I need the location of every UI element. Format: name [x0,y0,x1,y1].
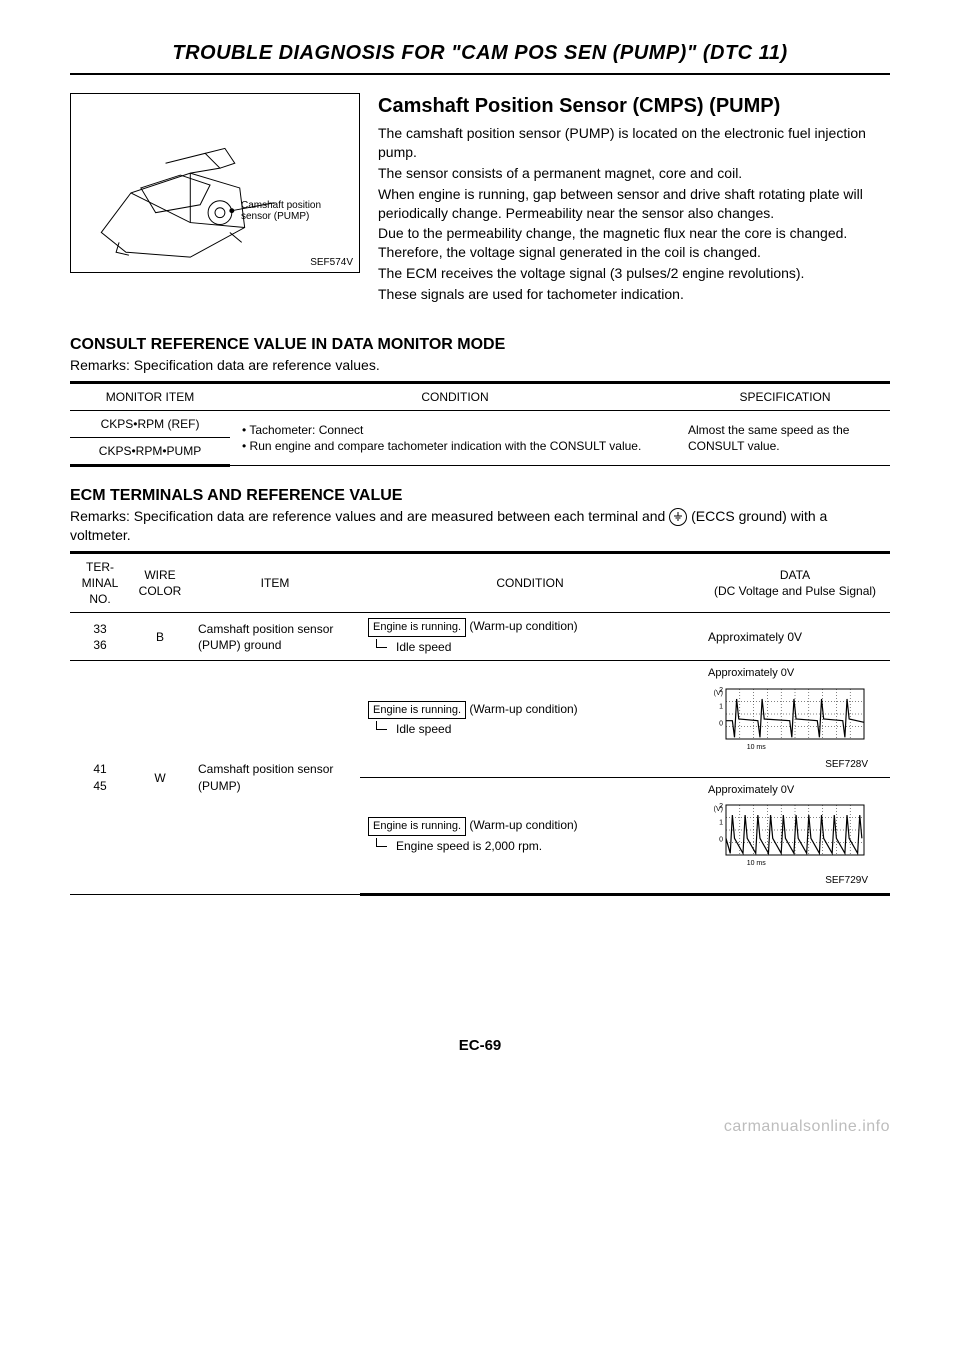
wave-a-code: SEF728V [708,758,868,772]
r2a-approx: Approximately 0V [708,666,882,681]
monitor-r2: CKPS•RPM•PUMP [70,437,230,465]
ecm-table: TER- MINAL NO. WIRE COLOR ITEM CONDITION… [70,551,890,896]
intro-p6: These signals are used for tachometer in… [378,285,890,304]
r1-term: 33 36 [70,613,130,661]
r2b-cond-box: Engine is running. [368,817,466,836]
intro-p4: Due to the permeability change, the magn… [378,224,890,262]
r1-data: Approximately 0V [700,613,890,661]
r2b-data: Approximately 0V (V)21010 ms SEF729V [700,777,890,894]
wave-b-code: SEF729V [708,874,868,888]
svg-text:2: 2 [719,687,723,694]
r1-item: Camshaft position sensor (PUMP) ground [190,613,360,661]
r1-cond-sub: Idle speed [368,639,692,655]
cond-b2: Run engine and compare tachometer indica… [242,438,672,454]
monitor-r1: CKPS•RPM (REF) [70,410,230,437]
intro-p3: When engine is running, gap between sens… [378,185,890,223]
consult-spec: Almost the same speed as the CONSULT val… [680,410,890,465]
intro-p2: The sensor consists of a permanent magne… [378,164,890,183]
r2a-cond-note: (Warm-up condition) [469,702,577,716]
r2-wire: W [130,661,190,894]
r2b-approx: Approximately 0V [708,783,882,798]
page-title: TROUBLE DIAGNOSIS FOR "CAM POS SEN (PUMP… [70,40,890,67]
r2b-cond-sub: Engine speed is 2,000 rpm. [368,838,692,854]
intro-row: Camshaft position sensor (PUMP) SEF574V … [70,93,890,306]
th-wire: WIRE COLOR [130,552,190,613]
page-number: EC-69 [70,1036,890,1056]
r2b-cond-note: (Warm-up condition) [469,818,577,832]
th-cond: CONDITION [360,552,700,613]
th-term: TER- MINAL NO. [70,552,130,613]
svg-text:1: 1 [719,820,723,827]
sensor-label: Camshaft position sensor (PUMP) [241,200,341,222]
th-condition: CONDITION [230,382,680,410]
r2b-cond: Engine is running. (Warm-up condition) E… [360,777,700,894]
svg-text:0: 0 [719,837,723,844]
th-spec: SPECIFICATION [680,382,890,410]
consult-heading: CONSULT REFERENCE VALUE IN DATA MONITOR … [70,334,890,356]
intro-p5: The ECM receives the voltage signal (3 p… [378,264,890,283]
watermark: carmanualsonline.info [70,1116,890,1138]
r2-item: Camshaft position sensor (PUMP) [190,661,360,894]
r1-cond-box: Engine is running. [368,618,466,637]
consult-cond: Tachometer: Connect Run engine and compa… [230,410,680,465]
svg-text:0: 0 [719,721,723,728]
waveform-a: (V)21010 ms [708,685,868,751]
svg-text:1: 1 [719,704,723,711]
ecm-remarks: Remarks: Specification data are referenc… [70,507,890,545]
r2a-cond-sub: Idle speed [368,721,692,737]
r1-cond: Engine is running. (Warm-up condition) I… [360,613,700,661]
engine-diagram: Camshaft position sensor (PUMP) SEF574V [70,93,360,273]
cond-b1: Tachometer: Connect [242,422,672,438]
ecm-heading: ECM TERMINALS AND REFERENCE VALUE [70,485,890,507]
r2-term: 41 45 [70,661,130,894]
ecm-remarks-a: Remarks: Specification data are referenc… [70,508,669,524]
svg-text:10 ms: 10 ms [747,860,767,867]
r2a-cond-box: Engine is running. [368,701,466,720]
svg-text:2: 2 [719,803,723,810]
title-rule [70,73,890,75]
r1-cond-note: (Warm-up condition) [469,619,577,633]
ground-icon [669,508,687,526]
th-item: ITEM [190,552,360,613]
waveform-b: (V)21010 ms [708,801,868,867]
r2a-cond: Engine is running. (Warm-up condition) I… [360,661,700,777]
intro-heading: Camshaft Position Sensor (CMPS) (PUMP) [378,93,890,120]
diagram-code: SEF574V [310,257,353,268]
intro-p1: The camshaft position sensor (PUMP) is l… [378,124,890,162]
th-data: DATA (DC Voltage and Pulse Signal) [700,552,890,613]
r1-wire: B [130,613,190,661]
svg-text:10 ms: 10 ms [747,744,767,751]
r2a-data: Approximately 0V (V)21010 ms SEF728V [700,661,890,777]
consult-remarks: Remarks: Specification data are referenc… [70,356,890,375]
th-monitor: MONITOR ITEM [70,382,230,410]
intro-text: Camshaft Position Sensor (CMPS) (PUMP) T… [378,93,890,306]
engine-svg [71,94,359,272]
consult-table: MONITOR ITEM CONDITION SPECIFICATION CKP… [70,381,890,468]
